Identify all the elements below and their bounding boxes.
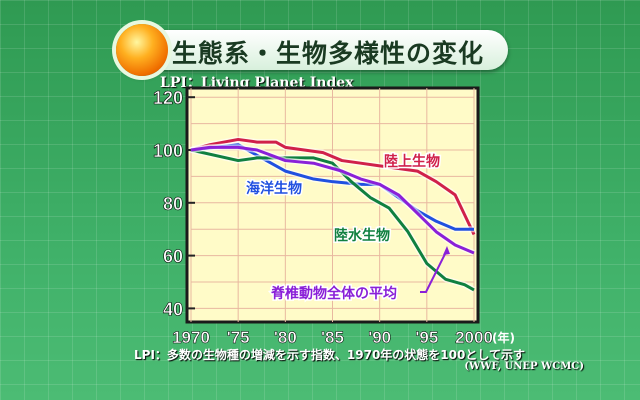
x-tick-label: '75 <box>227 328 250 347</box>
page-title: 生態系・生物多様性の変化 <box>172 39 485 68</box>
x-tick-label: '80 <box>274 328 297 347</box>
y-tick-label: 40 <box>163 299 183 319</box>
y-tick-label: 120 <box>153 88 183 108</box>
footnote: LPI：多数の生物種の増減を示す指数、1970年の状態を100として示す <box>134 348 525 362</box>
series-line-2 <box>190 148 475 292</box>
x-tick-label: 1970 <box>172 328 210 347</box>
arrow-icon <box>443 246 450 255</box>
y-tick-label: 80 <box>163 194 183 214</box>
annotation-pointer <box>420 249 448 293</box>
title-banner <box>128 30 508 70</box>
x-tick-label: 2000 <box>455 328 493 347</box>
x-tick-label: '90 <box>368 328 391 347</box>
series-line-0 <box>190 137 476 236</box>
series-label-2: 陸水生物 <box>334 227 390 244</box>
series-label-3: 脊椎動物全体の平均 <box>270 285 397 302</box>
x-tick-label: '95 <box>415 328 438 347</box>
series-label-0: 陸上生物 <box>384 153 440 170</box>
series-label-1: 海洋生物 <box>246 180 302 197</box>
y-tick-label: 60 <box>163 247 183 267</box>
x-tick-label: '85 <box>321 328 344 347</box>
x-axis-label: (年) <box>492 330 515 345</box>
orange-ball-icon <box>116 24 168 76</box>
series-line-3 <box>190 145 475 255</box>
source-credit: (WWF, UNEP WCMC) <box>464 361 584 372</box>
y-tick-label: 100 <box>153 141 183 161</box>
